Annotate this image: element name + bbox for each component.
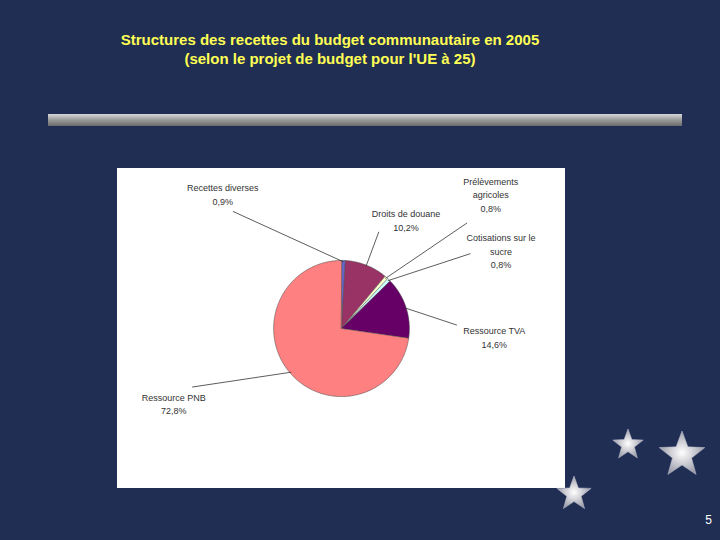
svg-text:Droits de douane10,2%: Droits de douane10,2% — [372, 209, 441, 233]
html-text:(selon le projet de budget pou: (selon le projet de budget pour l'UE à 2… — [184, 50, 476, 67]
html-text:5: 5 — [705, 513, 712, 527]
svg-text:Ressource PNB72,8%: Ressource PNB72,8% — [142, 393, 206, 417]
svg-text:Recettes diverses0,9%: Recettes diverses0,9% — [187, 183, 259, 207]
svg-text:Prélèvementsagricoles0,8%: Prélèvementsagricoles0,8% — [463, 177, 519, 214]
svg-text:Ressource TVA14,6%: Ressource TVA14,6% — [463, 326, 525, 350]
html-text:Structures des recettes du bud: Structures des recettes du budget commun… — [120, 31, 540, 48]
svg-text:Cotisations sur lesucre0,8%: Cotisations sur lesucre0,8% — [466, 233, 535, 270]
